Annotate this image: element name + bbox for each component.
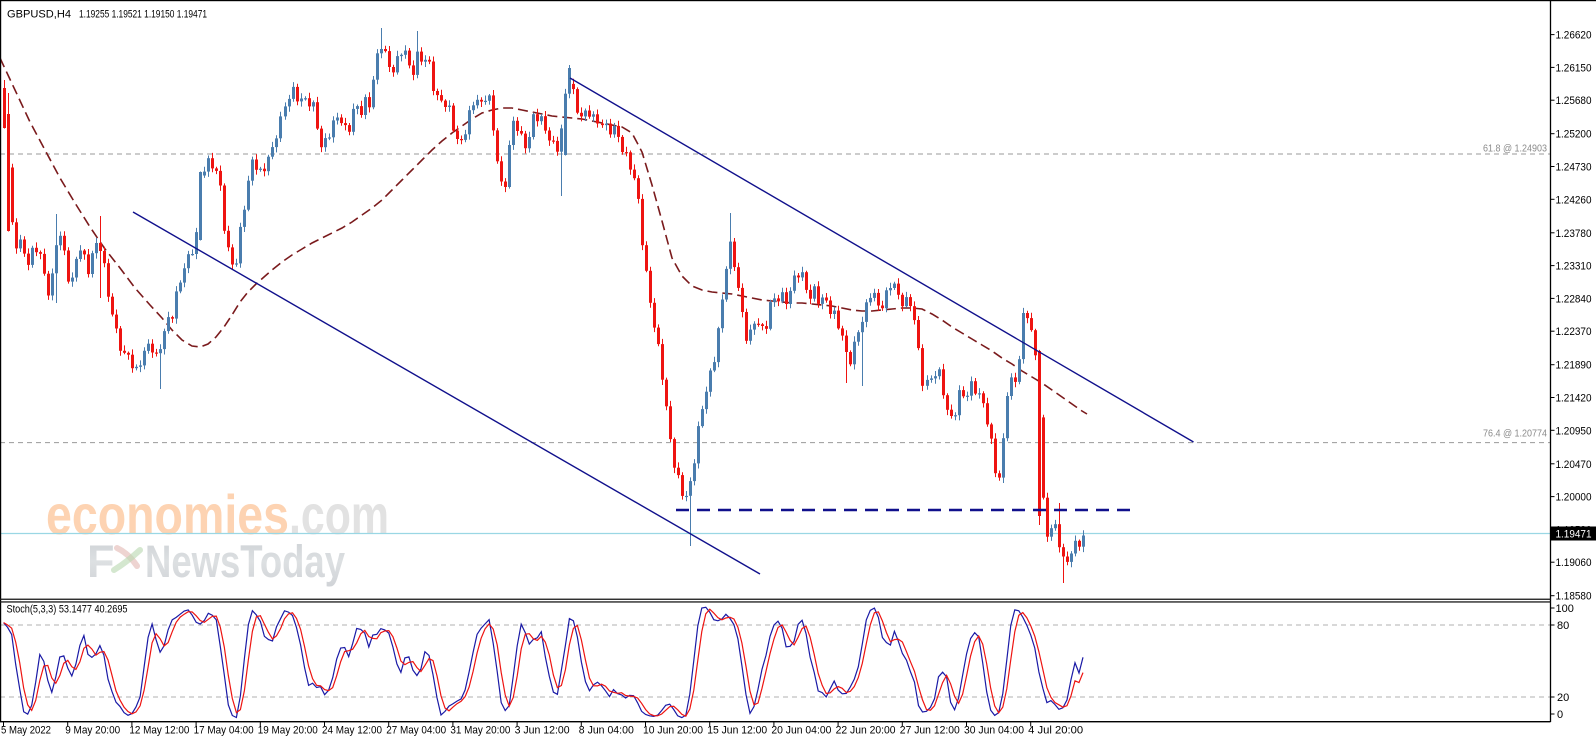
svg-text:1.25680: 1.25680 [1556,95,1592,107]
svg-text:30 Jun 04:00: 30 Jun 04:00 [964,725,1024,737]
svg-text:1.19060: 1.19060 [1556,557,1592,569]
svg-text:9 May 20:00: 9 May 20:00 [65,725,120,737]
svg-text:76.4 @ 1.20774: 76.4 @ 1.20774 [1483,428,1547,440]
svg-text:F: F [87,536,115,587]
svg-text:.com: .com [289,483,389,546]
svg-text:24 May 12:00: 24 May 12:00 [322,725,382,737]
svg-text:1.24260: 1.24260 [1556,194,1592,206]
svg-text:100: 100 [1556,603,1574,615]
svg-text:3 Jun 12:00: 3 Jun 12:00 [515,725,570,737]
svg-text:27 Jun 12:00: 27 Jun 12:00 [900,725,960,737]
svg-text:4 Jul 20:00: 4 Jul 20:00 [1028,725,1083,737]
svg-text:1.20950: 1.20950 [1556,425,1592,437]
svg-text:15 Jun 12:00: 15 Jun 12:00 [707,725,767,737]
svg-text:1.21890: 1.21890 [1556,360,1592,372]
svg-text:1.22840: 1.22840 [1556,293,1592,305]
svg-text:19 May 20:00: 19 May 20:00 [258,725,318,737]
svg-text:1.26620: 1.26620 [1556,30,1592,42]
svg-text:1.23310: 1.23310 [1556,261,1592,273]
svg-text:1.20470: 1.20470 [1556,459,1592,471]
svg-text:1.22370: 1.22370 [1556,326,1592,338]
svg-text:12 May 12:00: 12 May 12:00 [129,725,189,737]
svg-text:8 Jun 04:00: 8 Jun 04:00 [579,725,634,737]
svg-text:31 May 20:00: 31 May 20:00 [450,725,510,737]
svg-text:27 May 04:00: 27 May 04:00 [386,725,446,737]
svg-text:1.18580: 1.18580 [1556,591,1592,603]
svg-text:Stoch(5,3,3) 53.1477 40.2695: Stoch(5,3,3) 53.1477 40.2695 [7,604,128,616]
svg-text:1.20000: 1.20000 [1556,492,1592,504]
svg-text:20: 20 [1557,692,1569,704]
svg-text:61.8 @ 1.24903: 61.8 @ 1.24903 [1483,143,1547,155]
svg-text:1.21420: 1.21420 [1556,393,1592,405]
svg-text:1.26150: 1.26150 [1556,62,1592,74]
svg-text:80: 80 [1557,620,1569,632]
svg-text:1.24730: 1.24730 [1556,162,1592,174]
svg-text:1.25200: 1.25200 [1556,129,1592,141]
svg-text:20 Jun 04:00: 20 Jun 04:00 [771,725,831,737]
svg-text:1.23780: 1.23780 [1556,228,1592,240]
svg-text:1.19255 1.19521 1.19150 1.1947: 1.19255 1.19521 1.19150 1.19471 [79,9,207,21]
svg-text:10 Jun 20:00: 10 Jun 20:00 [643,725,703,737]
svg-text:NewsToday: NewsToday [145,536,345,587]
svg-text:economies: economies [46,483,289,546]
svg-text:0: 0 [1557,709,1563,721]
svg-text:22 Jun 20:00: 22 Jun 20:00 [836,725,896,737]
svg-text:5 May 2022: 5 May 2022 [1,725,51,737]
svg-text:17 May 04:00: 17 May 04:00 [194,725,254,737]
svg-text:1.19471: 1.19471 [1556,528,1592,540]
svg-text:GBPUSD,H4: GBPUSD,H4 [7,9,71,21]
